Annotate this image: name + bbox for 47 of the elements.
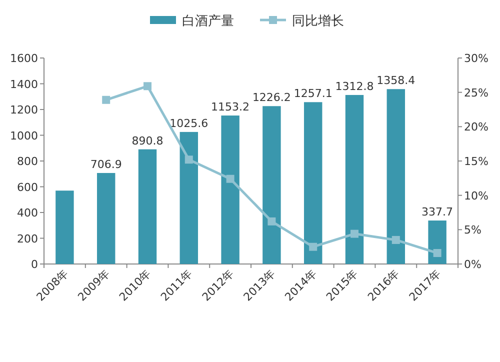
bar (180, 132, 198, 264)
bar (304, 102, 322, 264)
y-tick-label: 1600 (10, 52, 38, 65)
legend-同比增长: 同比增长 (260, 14, 344, 29)
data-label: 706.9 (90, 158, 122, 171)
legend-label: 同比增长 (292, 14, 344, 29)
y2-tick-label: 25% (464, 86, 488, 100)
bar (56, 190, 74, 264)
point (433, 249, 442, 258)
y2-tick-label: 20% (464, 120, 488, 134)
bar (96, 172, 116, 264)
point (144, 82, 152, 90)
y-tick-label: 600 (17, 180, 38, 194)
bar (386, 89, 406, 264)
legend-label: 白酒产量 (182, 14, 234, 29)
point (268, 217, 276, 226)
y-tick-label: 1000 (10, 129, 38, 142)
data-label: 1257.1 (294, 87, 332, 100)
point (309, 242, 318, 251)
bar (221, 116, 240, 264)
y-tick-label: 1400 (10, 78, 38, 91)
y-tick-label: 400 (17, 206, 38, 220)
y-tick-label: 800 (17, 155, 38, 168)
y2-tick-label: 30% (464, 52, 488, 65)
y-tick-label: 0 (31, 258, 38, 271)
point (102, 96, 110, 104)
legend-白酒产量: 白酒产量 (150, 14, 234, 29)
data-label: 890.8 (132, 134, 164, 148)
bar (262, 106, 281, 264)
y-tick-label: 200 (17, 232, 38, 246)
data-label: 1312.8 (335, 80, 374, 93)
data-label: 1358.4 (376, 74, 416, 88)
y2-tick-label: 10% (464, 189, 488, 202)
point (392, 236, 400, 244)
point (184, 156, 193, 164)
data-label: 1226.2 (252, 91, 291, 104)
y-tick-label: 1200 (10, 104, 38, 116)
point (226, 174, 234, 183)
data-label: 337.7 (422, 206, 454, 219)
bar (345, 94, 364, 264)
y2-tick-label: 0% (464, 258, 482, 271)
y2-tick-label: 15% (464, 155, 488, 168)
data-label: 1153.2 (211, 100, 250, 114)
data-label: 1025.6 (170, 116, 208, 130)
point (350, 230, 358, 238)
y2-tick-label: 5% (464, 224, 482, 237)
bar (138, 149, 157, 264)
